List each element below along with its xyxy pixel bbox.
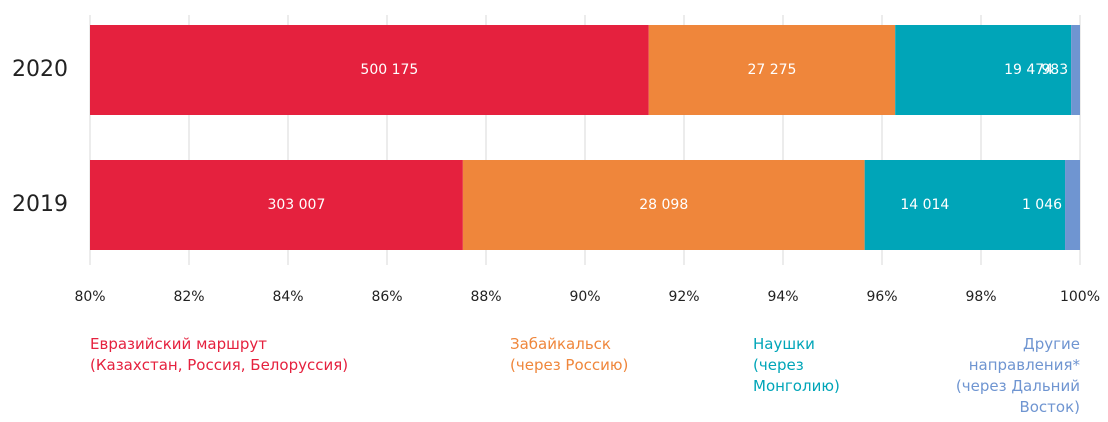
value-label: 27 275 bbox=[747, 62, 796, 78]
x-tick-label: 98% bbox=[965, 289, 996, 305]
value-label: 1 046 bbox=[1022, 197, 1062, 213]
bar-segment bbox=[648, 25, 896, 115]
plot: 80% 82% 84% 86% 88% 90% 92% 94% 96% 98% 100% 2020 50… bbox=[12, 15, 1100, 305]
value-label: 14 014 bbox=[900, 197, 949, 213]
bar-segment bbox=[895, 25, 1072, 115]
x-tick-label: 80% bbox=[74, 289, 105, 305]
x-tick-label: 90% bbox=[569, 289, 600, 305]
value-label: 303 007 bbox=[267, 197, 325, 213]
bar-segment bbox=[462, 160, 865, 250]
x-tick-label: 84% bbox=[272, 289, 303, 305]
bar-segment bbox=[90, 25, 649, 115]
x-tick-label: 94% bbox=[767, 289, 798, 305]
value-label: 19 474 bbox=[1004, 62, 1053, 78]
bar-segment bbox=[1065, 160, 1080, 250]
value-label: 28 098 bbox=[639, 197, 688, 213]
bars bbox=[90, 25, 1080, 250]
x-tick-label: 86% bbox=[371, 289, 402, 305]
legend-entry: Другие направления* (через Дальний Восто… bbox=[955, 335, 1080, 416]
category-label: 2019 bbox=[12, 192, 68, 217]
x-tick-label: 96% bbox=[866, 289, 897, 305]
legend-entry: Евразийский маршрут (Казахстан, Россия, … bbox=[90, 335, 349, 374]
legend-entry: Наушки (через Монголию) bbox=[753, 335, 840, 395]
bar-segment bbox=[90, 160, 463, 250]
value-label: 500 175 bbox=[360, 62, 418, 78]
x-tick-label: 92% bbox=[668, 289, 699, 305]
bar-segment bbox=[1071, 25, 1080, 115]
category-label: 2020 bbox=[12, 57, 68, 82]
x-tick-label: 100% bbox=[1060, 289, 1100, 305]
x-tick-label: 82% bbox=[173, 289, 204, 305]
x-tick-label: 88% bbox=[470, 289, 501, 305]
legend-entry: Забайкальск (через Россию) bbox=[510, 335, 629, 374]
value-label: 983 bbox=[1041, 62, 1068, 78]
bar-segment bbox=[864, 160, 1066, 250]
